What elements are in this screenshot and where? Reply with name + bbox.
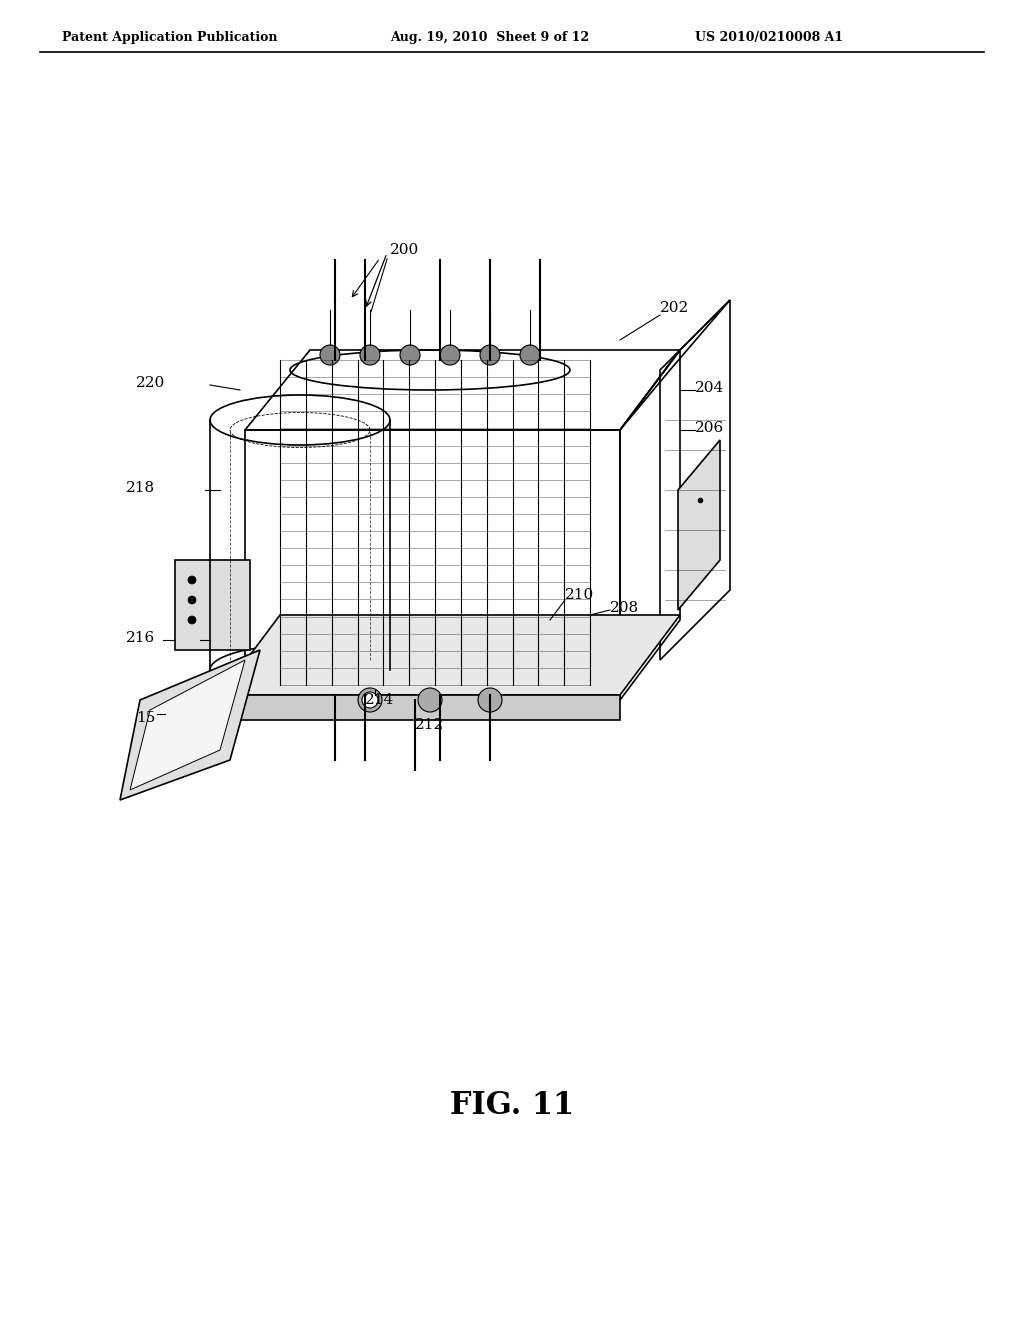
Text: 208: 208 [610, 601, 639, 615]
Text: 206: 206 [695, 421, 724, 436]
Text: 202: 202 [660, 301, 689, 315]
Polygon shape [678, 440, 720, 610]
Text: 212: 212 [415, 718, 444, 733]
Text: 216: 216 [126, 631, 155, 645]
Text: 200: 200 [390, 243, 419, 257]
Text: 15: 15 [135, 711, 155, 725]
Text: Patent Application Publication: Patent Application Publication [62, 30, 278, 44]
Polygon shape [220, 615, 680, 696]
Circle shape [480, 345, 500, 366]
Text: US 2010/0210008 A1: US 2010/0210008 A1 [695, 30, 843, 44]
Circle shape [188, 616, 196, 624]
Polygon shape [220, 696, 620, 719]
Text: Aug. 19, 2010  Sheet 9 of 12: Aug. 19, 2010 Sheet 9 of 12 [390, 30, 589, 44]
Circle shape [360, 345, 380, 366]
Circle shape [188, 597, 196, 605]
Circle shape [358, 688, 382, 711]
Text: 214: 214 [365, 693, 394, 708]
Polygon shape [175, 560, 250, 649]
Circle shape [478, 688, 502, 711]
Circle shape [319, 345, 340, 366]
Polygon shape [130, 660, 245, 789]
Text: FIG. 11: FIG. 11 [450, 1089, 574, 1121]
Text: 210: 210 [565, 587, 594, 602]
Circle shape [440, 345, 460, 366]
Polygon shape [120, 649, 260, 800]
Text: 218: 218 [126, 480, 155, 495]
Text: 204: 204 [695, 381, 724, 395]
Circle shape [362, 692, 378, 708]
Circle shape [188, 576, 196, 583]
Circle shape [418, 688, 442, 711]
Text: 220: 220 [136, 376, 165, 389]
Circle shape [400, 345, 420, 366]
Circle shape [520, 345, 540, 366]
